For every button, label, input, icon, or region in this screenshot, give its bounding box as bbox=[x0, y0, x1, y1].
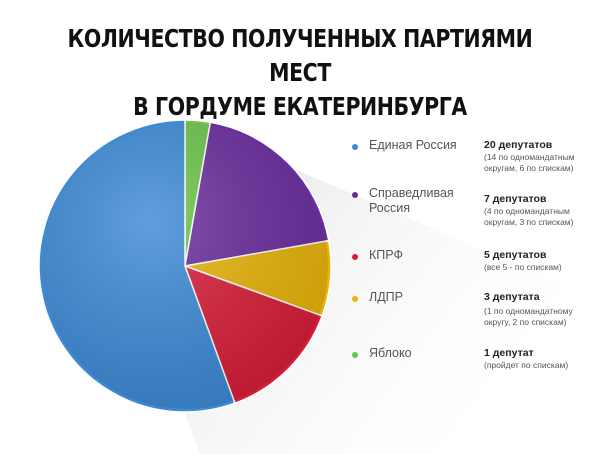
legend-label: Яблоко bbox=[369, 346, 412, 360]
legend-count: 20 депутатов bbox=[484, 139, 553, 151]
legend-dot bbox=[352, 352, 358, 358]
legend-label: КПРФ bbox=[369, 248, 403, 262]
legend-label: Справедливая Россия bbox=[369, 186, 454, 215]
legend-detail: (1 по одномандатному округу, 2 по списка… bbox=[484, 306, 573, 327]
chart-title: КОЛИЧЕСТВО ПОЛУЧЕННЫХ ПАРТИЯМИ МЕСТ В ГО… bbox=[54, 22, 546, 124]
legend-detail: (4 по одномандатным округам, 3 по списка… bbox=[484, 206, 574, 227]
legend-dot bbox=[352, 254, 358, 260]
chart-title-line-2: В ГОРДУМЕ ЕКАТЕРИНБУРГА bbox=[133, 92, 467, 121]
legend-dot bbox=[352, 144, 358, 150]
legend-label: ЛДПР bbox=[369, 290, 403, 304]
chart-title-line-1: КОЛИЧЕСТВО ПОЛУЧЕННЫХ ПАРТИЯМИ МЕСТ bbox=[67, 24, 533, 87]
legend-count: 3 депутата bbox=[484, 291, 540, 303]
legend-detail: (все 5 - по спискам) bbox=[484, 262, 562, 272]
legend-dot bbox=[352, 192, 358, 198]
legend-detail: (14 по одномандатным округам, 6 по списк… bbox=[484, 152, 575, 173]
legend-dot bbox=[352, 296, 358, 302]
legend-label: Единая Россия bbox=[369, 138, 457, 152]
legend-count: 5 депутатов bbox=[484, 249, 547, 261]
legend-count: 7 депутатов bbox=[484, 193, 547, 205]
legend-detail: (пройдет по спискам) bbox=[484, 360, 569, 370]
legend-count: 1 депутат bbox=[484, 347, 534, 359]
pie-shine bbox=[42, 123, 328, 409]
